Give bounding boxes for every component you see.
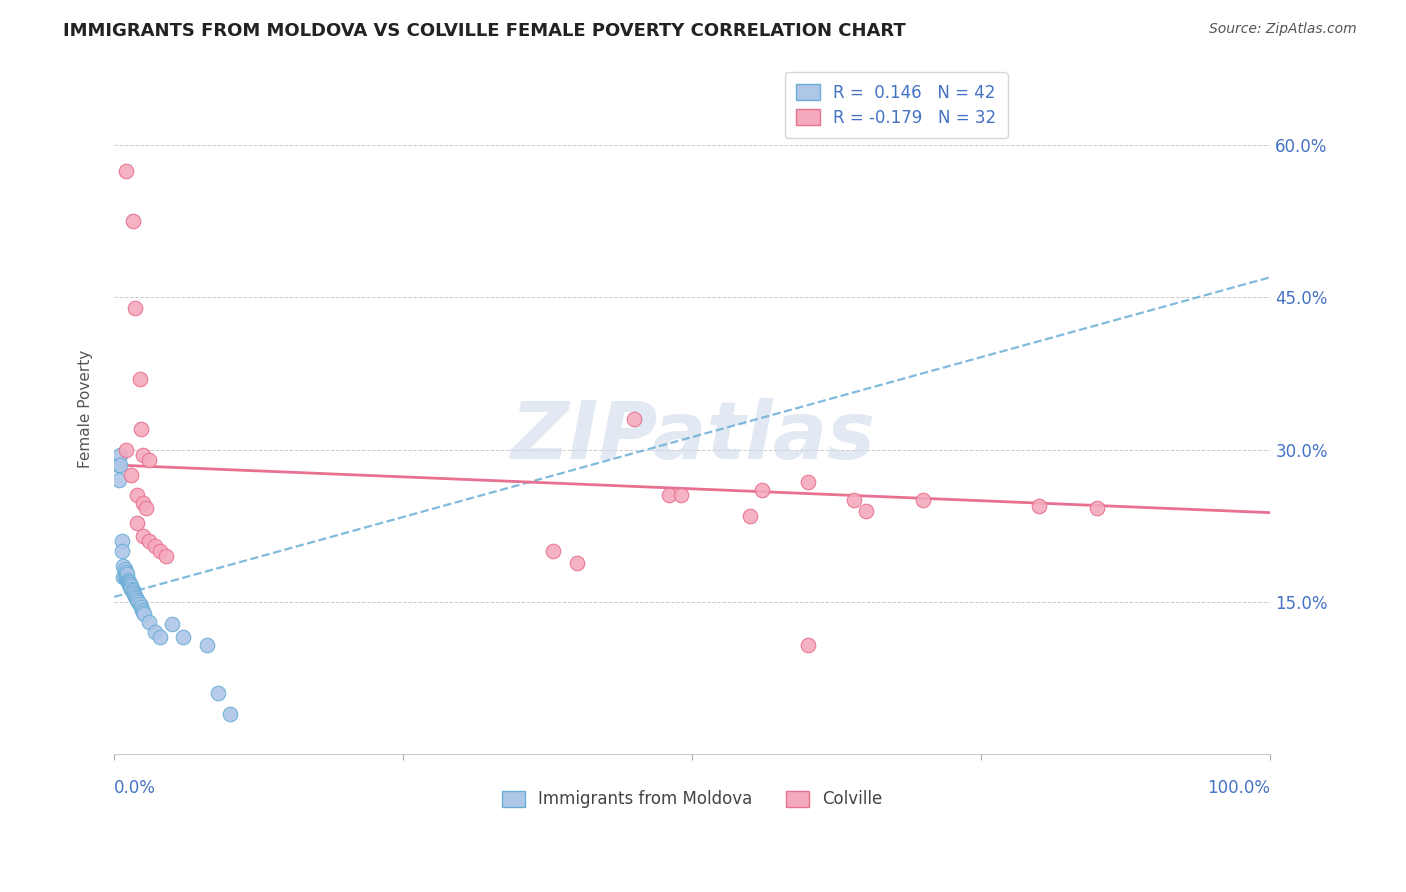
Text: 100.0%: 100.0%	[1208, 779, 1271, 797]
Point	[107, 458, 129, 472]
Point	[172, 631, 194, 645]
Point	[132, 605, 155, 619]
Point	[1028, 499, 1050, 513]
Point	[797, 638, 820, 652]
Point	[129, 422, 152, 436]
Y-axis label: Female Poverty: Female Poverty	[79, 350, 93, 468]
Point	[114, 569, 136, 583]
Point	[120, 576, 142, 591]
Point	[117, 574, 139, 589]
Text: ZIPatlas: ZIPatlas	[510, 398, 875, 475]
Point	[120, 582, 142, 596]
Point	[112, 569, 135, 583]
Point	[129, 600, 152, 615]
Point	[132, 495, 155, 509]
Point	[131, 603, 153, 617]
Point	[122, 587, 145, 601]
Point	[135, 500, 157, 515]
Point	[127, 593, 149, 607]
Point	[114, 442, 136, 457]
Text: IMMIGRANTS FROM MOLDOVA VS COLVILLE FEMALE POVERTY CORRELATION CHART: IMMIGRANTS FROM MOLDOVA VS COLVILLE FEMA…	[63, 22, 905, 40]
Point	[120, 579, 142, 593]
Point	[143, 539, 166, 553]
Text: 0.0%: 0.0%	[114, 779, 156, 797]
Point	[114, 163, 136, 178]
Point	[751, 483, 773, 498]
Point	[138, 615, 160, 630]
Point	[111, 544, 134, 558]
Point	[623, 412, 645, 426]
Point	[543, 544, 565, 558]
Point	[112, 559, 135, 574]
Point	[738, 508, 761, 523]
Point	[117, 573, 139, 587]
Point	[842, 493, 865, 508]
Text: Source: ZipAtlas.com: Source: ZipAtlas.com	[1209, 22, 1357, 37]
Point	[127, 488, 149, 502]
Point	[108, 448, 131, 462]
Legend: Immigrants from Moldova, Colville: Immigrants from Moldova, Colville	[495, 783, 890, 815]
Point	[912, 493, 935, 508]
Point	[160, 617, 183, 632]
Point	[124, 589, 146, 603]
Point	[149, 631, 172, 645]
Point	[207, 686, 229, 700]
Point	[132, 529, 155, 543]
Point	[111, 534, 134, 549]
Point	[138, 534, 160, 549]
Point	[155, 549, 177, 564]
Point	[565, 557, 588, 571]
Point	[132, 448, 155, 462]
Point	[149, 544, 172, 558]
Point	[658, 488, 681, 502]
Point	[138, 453, 160, 467]
Point	[114, 562, 136, 576]
Point	[669, 488, 692, 502]
Point	[108, 458, 131, 472]
Point	[127, 595, 149, 609]
Point	[121, 584, 143, 599]
Point	[797, 475, 820, 490]
Point	[134, 607, 156, 622]
Point	[107, 473, 129, 487]
Point	[125, 591, 148, 605]
Point	[114, 569, 136, 583]
Point	[218, 706, 240, 721]
Point	[114, 565, 136, 579]
Point	[120, 580, 142, 594]
Point	[124, 301, 146, 315]
Point	[1085, 500, 1108, 515]
Point	[195, 638, 218, 652]
Point	[120, 468, 142, 483]
Point	[115, 572, 138, 586]
Point	[121, 214, 143, 228]
Point	[115, 566, 138, 581]
Point	[855, 503, 877, 517]
Point	[118, 576, 141, 591]
Point	[128, 372, 150, 386]
Point	[127, 516, 149, 530]
Point	[118, 574, 141, 589]
Point	[128, 597, 150, 611]
Point	[143, 625, 166, 640]
Point	[121, 582, 143, 597]
